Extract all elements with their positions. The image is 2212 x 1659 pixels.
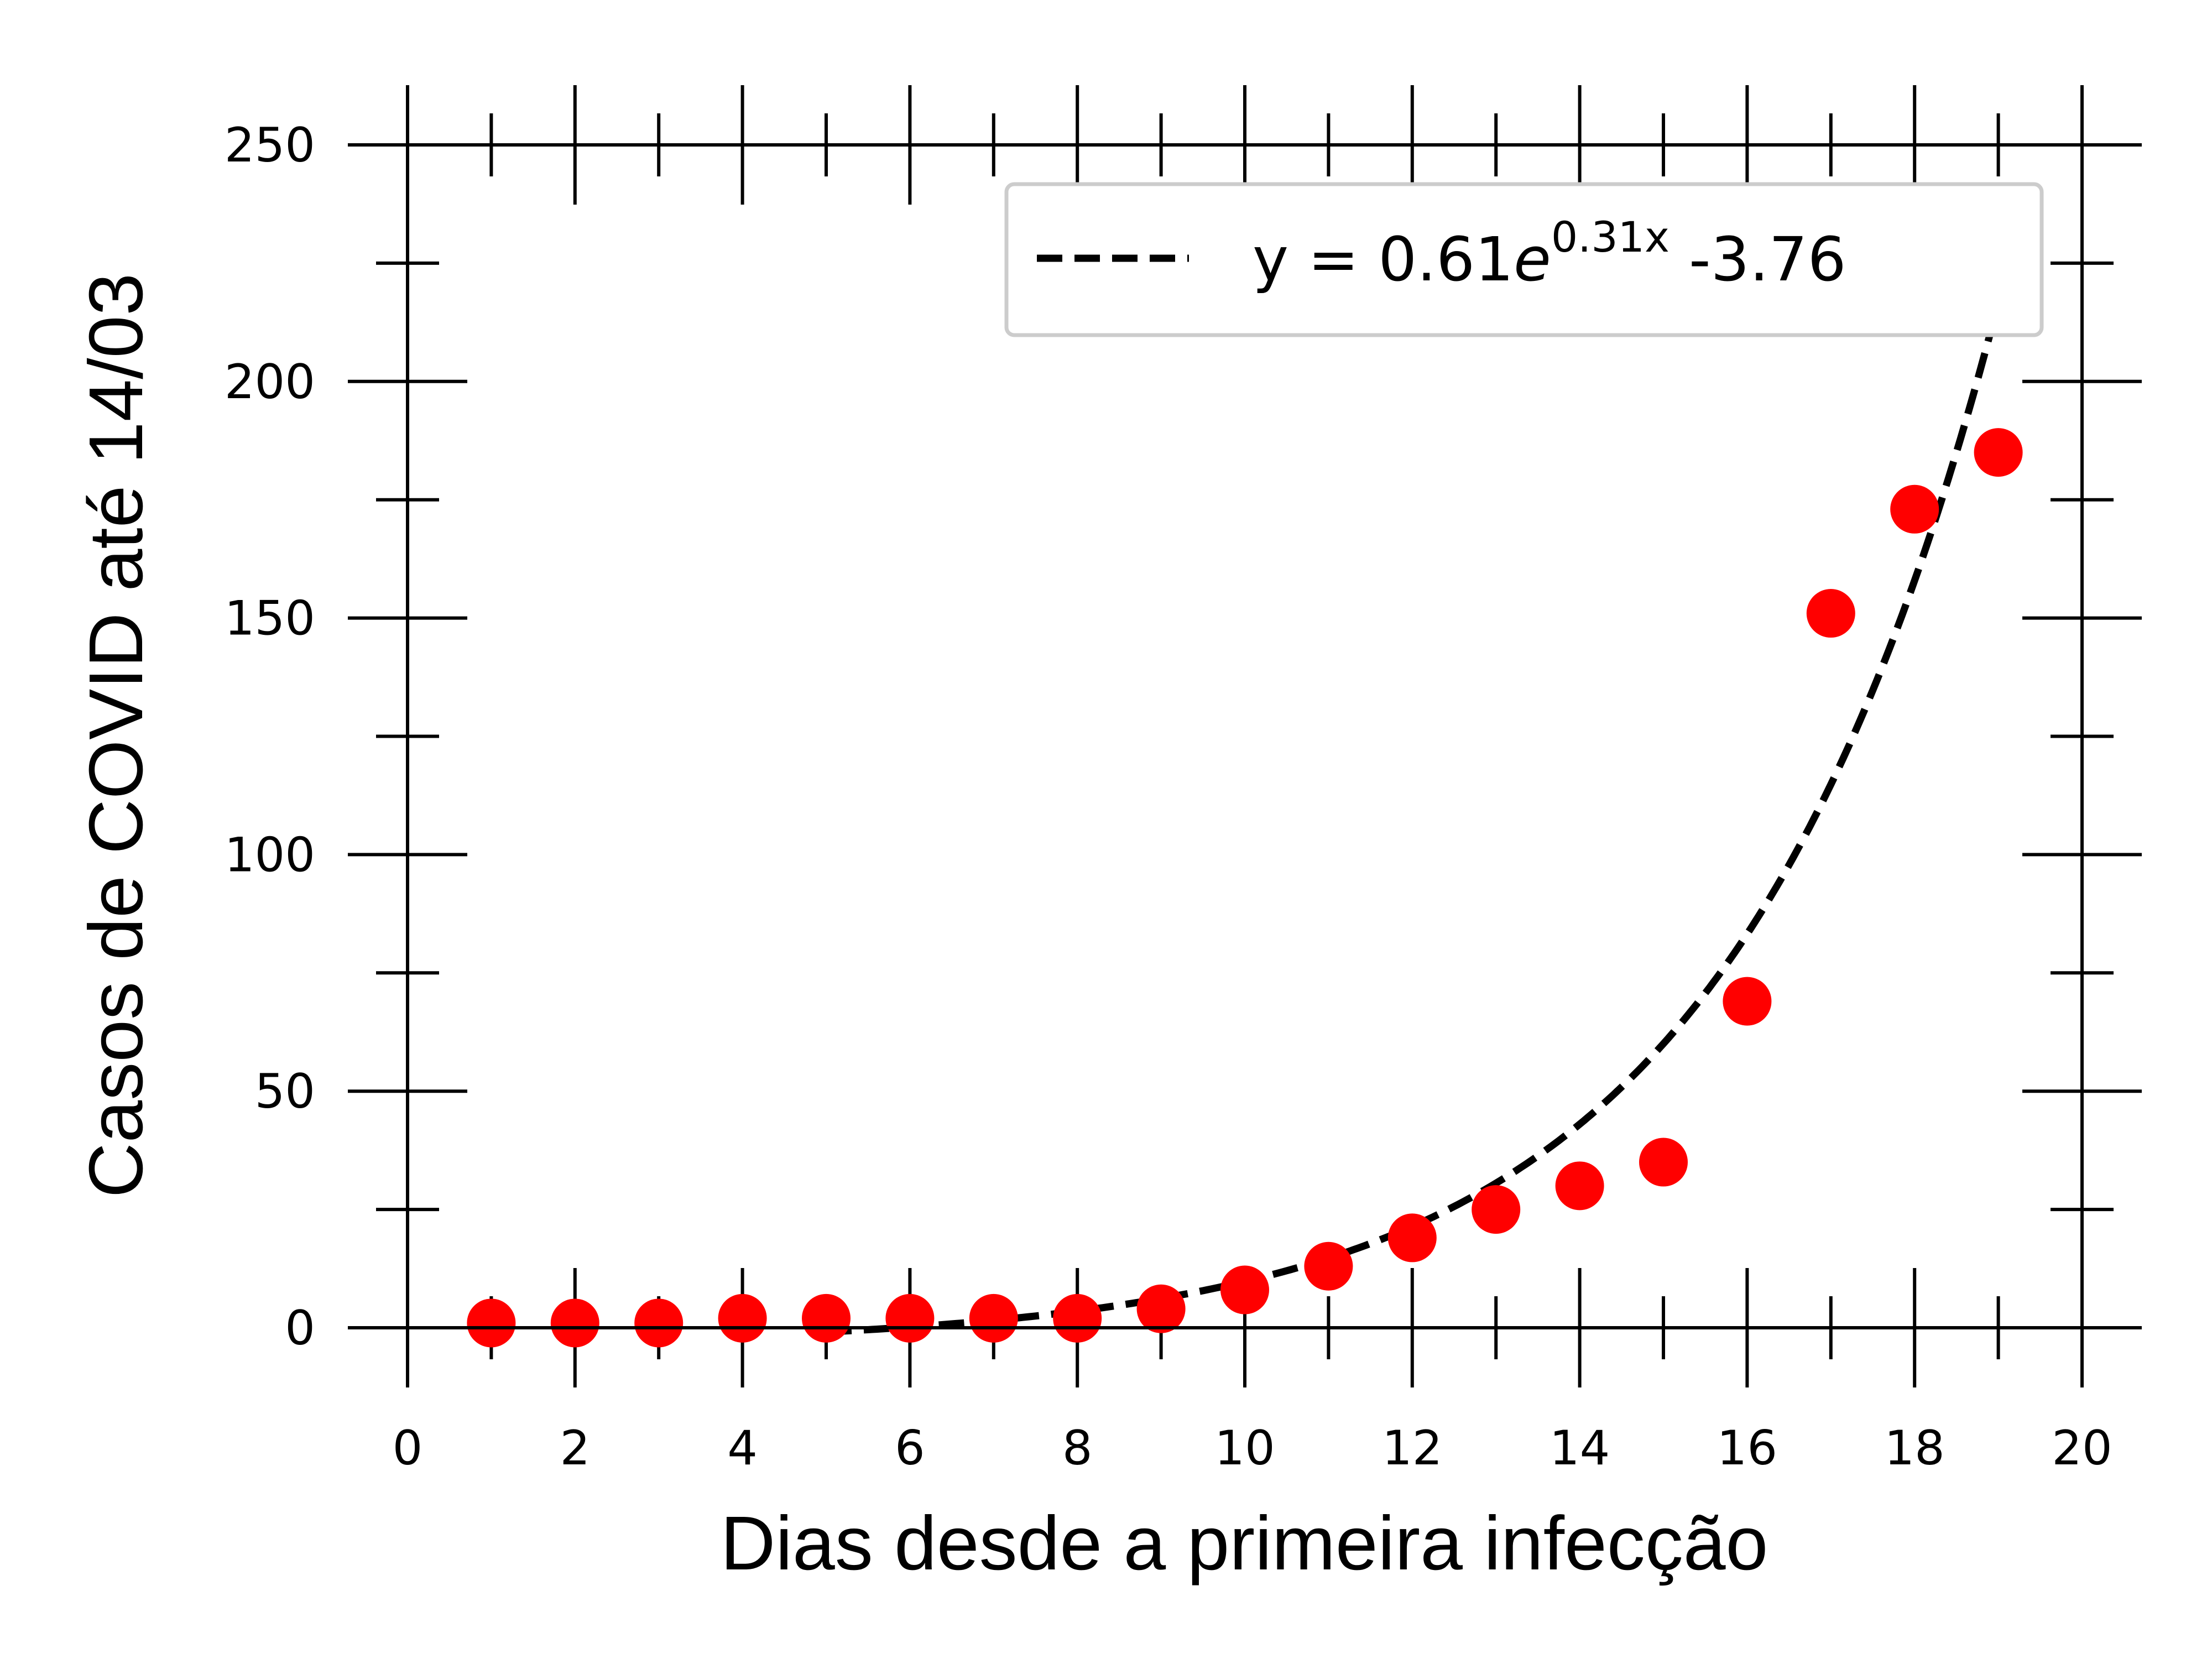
data-point [1053, 1293, 1102, 1343]
x-tick-label: 10 [1214, 1421, 1275, 1476]
legend-base: e [1514, 224, 1551, 295]
legend-prefix: y = 0.61 [1253, 224, 1514, 295]
x-axis-title: Dias desde a primeira infecção [721, 1501, 1768, 1586]
data-point [1555, 1161, 1604, 1211]
x-tick-label: 20 [2052, 1421, 2112, 1476]
data-point [1639, 1138, 1688, 1187]
data-point [467, 1298, 516, 1348]
y-tick-label: 150 [225, 591, 315, 646]
legend-label: y = 0.61e0.31x -3.76 [1253, 212, 1846, 295]
data-point [1472, 1185, 1521, 1234]
x-tick-label: 18 [1884, 1421, 1944, 1476]
data-point [1136, 1284, 1186, 1333]
fit-line-layer [826, 301, 2002, 1336]
x-tick-label: 16 [1717, 1421, 1777, 1476]
data-point [634, 1298, 684, 1348]
data-point [1890, 484, 1939, 534]
plot-frame [406, 143, 2084, 1329]
x-tick-label: 0 [393, 1421, 423, 1476]
x-tick-label: 14 [1550, 1421, 1610, 1476]
y-axis-title: Casos de COVID até 14/03 [74, 273, 159, 1198]
data-point [1974, 428, 2023, 477]
y-tick-label: 50 [255, 1064, 315, 1119]
data-point [550, 1298, 599, 1348]
data-point [1304, 1241, 1353, 1291]
data-point [802, 1293, 851, 1343]
x-tick-label: 12 [1382, 1421, 1442, 1476]
y-tick-label: 0 [285, 1301, 315, 1356]
data-point [1723, 977, 1772, 1026]
x-tick-label: 2 [560, 1421, 590, 1476]
y-tick-label: 250 [225, 118, 315, 173]
legend-suffix: -3.76 [1670, 224, 1846, 295]
y-tick-label: 100 [225, 827, 315, 883]
fit-curve [826, 301, 2002, 1336]
x-tick-label: 8 [1062, 1421, 1093, 1476]
data-point [1387, 1213, 1437, 1262]
y-tick-label: 200 [225, 354, 315, 410]
data-point [718, 1293, 767, 1343]
data-points [467, 428, 2023, 1348]
data-point [1220, 1265, 1269, 1314]
data-point [885, 1293, 935, 1343]
data-point [1806, 589, 1855, 638]
x-tick-label: 6 [895, 1421, 925, 1476]
x-tick-label: 4 [727, 1421, 758, 1476]
data-point [969, 1293, 1018, 1343]
legend-box [1004, 182, 2044, 337]
legend: y = 0.61e0.31x -3.76 [1004, 182, 2044, 337]
legend-exponent: 0.31x [1551, 212, 1670, 262]
